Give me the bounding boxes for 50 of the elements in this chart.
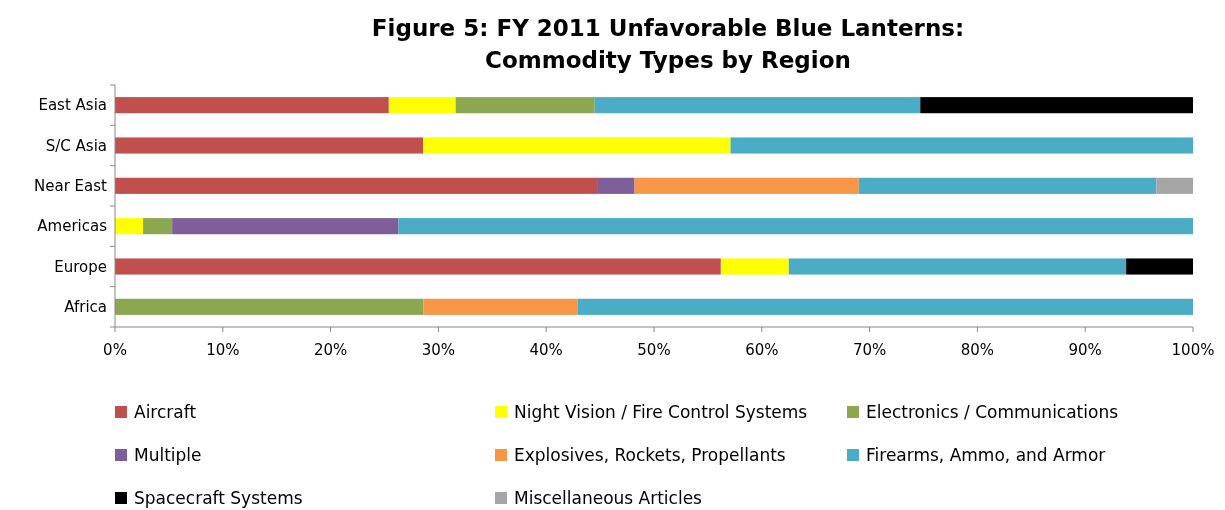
bar bbox=[594, 97, 921, 114]
bar bbox=[920, 97, 1193, 114]
legend-label: Firearms, Ammo, and Armor bbox=[866, 444, 1106, 465]
bar bbox=[730, 137, 1193, 154]
bar bbox=[115, 218, 144, 235]
bar bbox=[455, 97, 595, 114]
bar bbox=[115, 97, 389, 114]
bar bbox=[577, 298, 1193, 315]
y-tick-label: East Asia bbox=[38, 96, 107, 115]
x-tick-label: 10% bbox=[206, 341, 240, 359]
bar bbox=[597, 177, 635, 194]
bar bbox=[398, 218, 1193, 235]
bar bbox=[858, 177, 1157, 194]
legend-label: Electronics / Communications bbox=[866, 401, 1119, 422]
x-tick-label: 30% bbox=[421, 341, 456, 359]
bar bbox=[423, 298, 578, 315]
x-tick-label: 60% bbox=[745, 341, 779, 359]
legend-label: Spacecraft Systems bbox=[134, 487, 303, 508]
x-tick-label: 80% bbox=[960, 341, 995, 359]
bar bbox=[172, 218, 399, 235]
bar bbox=[115, 177, 598, 194]
bar bbox=[115, 298, 424, 315]
bar bbox=[1156, 177, 1193, 194]
y-tick-label: S/C Asia bbox=[45, 136, 107, 155]
legend-label: Night Vision / Fire Control Systems bbox=[514, 401, 808, 422]
bar bbox=[388, 97, 456, 114]
bar bbox=[788, 258, 1127, 275]
x-tick-label: 40% bbox=[529, 341, 563, 359]
bar bbox=[1126, 258, 1193, 275]
bar bbox=[115, 258, 721, 275]
x-tick-label: 100% bbox=[1171, 341, 1215, 359]
x-tick-label: 50% bbox=[637, 341, 671, 359]
legend-label: Multiple bbox=[134, 444, 202, 465]
bar bbox=[634, 177, 859, 194]
bar bbox=[115, 137, 424, 154]
bar bbox=[720, 258, 789, 275]
bar bbox=[423, 137, 731, 154]
x-tick-label: 90% bbox=[1068, 341, 1102, 359]
x-tick-label: 20% bbox=[313, 341, 348, 359]
y-tick-label: Europe bbox=[54, 257, 107, 276]
legend-label: Miscellaneous Articles bbox=[514, 487, 703, 508]
x-tick-label: 70% bbox=[852, 341, 887, 359]
legend-label: Explosives, Rockets, Propellants bbox=[514, 444, 786, 465]
bar bbox=[143, 218, 173, 235]
legend-label: Aircraft bbox=[134, 401, 197, 422]
y-tick-label: Africa bbox=[64, 298, 107, 317]
y-tick-label: Americas bbox=[37, 217, 108, 236]
x-tick-label: 0% bbox=[103, 341, 127, 359]
y-tick-label: Near East bbox=[34, 177, 108, 196]
chart-title: Figure 5: FY 2011 Unfavorable Blue Lanterns: Commodity Types by Region bbox=[371, 15, 965, 73]
